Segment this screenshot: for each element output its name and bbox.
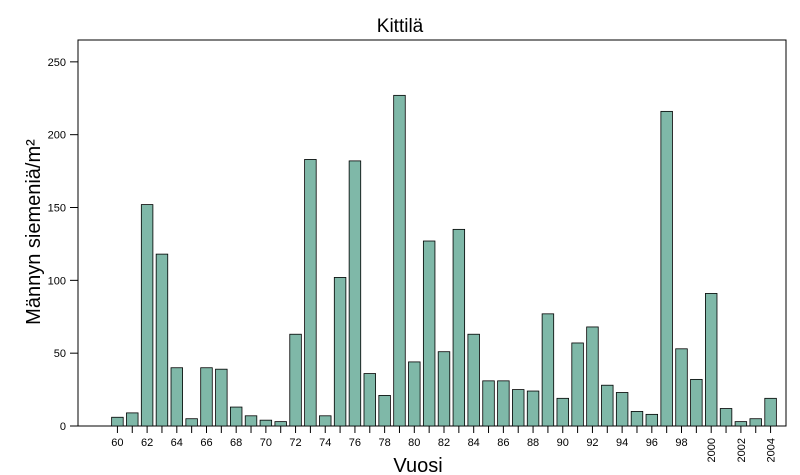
bar [601, 384, 614, 427]
bar [437, 351, 451, 427]
bar [690, 378, 703, 427]
x-tick-label: 88 [527, 437, 539, 449]
x-tick-label: 74 [319, 437, 331, 449]
y-tick-label: 100 [48, 275, 66, 287]
bar [512, 389, 525, 427]
x-tick-label: 98 [675, 437, 687, 449]
y-tick-label: 250 [48, 57, 66, 69]
x-axis-label: Vuosi [393, 455, 442, 475]
y-tick-label: 50 [54, 348, 66, 360]
bar [378, 395, 391, 427]
bar [348, 160, 362, 427]
x-tick-label: 62 [141, 437, 153, 449]
bar [482, 380, 495, 427]
bar [155, 253, 169, 427]
bar [126, 412, 139, 427]
bar [333, 277, 347, 427]
bar [541, 313, 555, 427]
bar [200, 367, 213, 427]
y-tick-label: 0 [60, 421, 66, 433]
y-axis: 0 50 100 150 200 250 [48, 57, 78, 433]
x-tick-label: 66 [200, 437, 212, 449]
x-tick-label: 86 [497, 437, 509, 449]
bar [734, 421, 748, 427]
bar [526, 390, 540, 427]
bar [170, 367, 183, 427]
bar [749, 418, 762, 427]
bar [615, 392, 629, 427]
bar [422, 240, 436, 427]
x-tick-label: 96 [646, 437, 658, 449]
bar [556, 397, 569, 427]
bar [215, 368, 228, 427]
y-axis-label: Männyn siemeniä/m² [23, 139, 45, 325]
bar [660, 110, 673, 427]
x-tick-label: 70 [260, 437, 272, 449]
y-tick-label: 200 [48, 130, 66, 142]
bar [764, 397, 777, 427]
bar [630, 411, 644, 427]
bars [111, 94, 777, 427]
x-tick-label: 90 [557, 437, 569, 449]
bar [645, 413, 659, 427]
bar [497, 380, 510, 427]
bar [140, 204, 154, 427]
x-tick-label: 2004 [766, 438, 778, 462]
x-tick-label: 80 [408, 437, 420, 449]
bar [467, 333, 480, 427]
bar [319, 415, 332, 427]
x-tick-label: 64 [171, 437, 183, 449]
bar [705, 293, 718, 427]
bar [244, 415, 258, 427]
x-tick-label: 76 [349, 437, 361, 449]
x-tick-label: 78 [378, 437, 390, 449]
bar [111, 416, 124, 427]
bar [393, 94, 406, 427]
bar [408, 361, 421, 427]
bar [452, 228, 466, 427]
x-tick-label: 60 [111, 437, 123, 449]
bar [304, 159, 317, 427]
chart-title: Kittilä [377, 16, 424, 37]
bar [185, 418, 198, 427]
bar [229, 406, 243, 427]
bar [259, 419, 273, 427]
x-tick-label: 84 [468, 437, 480, 449]
x-axis: 60 62 64 66 68 70 72 74 76 78 80 82 84 86 88 90 92 94 96 98… [111, 426, 778, 462]
x-tick-label: 2002 [736, 438, 748, 462]
x-tick-label: 82 [438, 437, 450, 449]
x-tick-label: 72 [289, 437, 301, 449]
y-tick-label: 150 [48, 203, 66, 215]
bar [363, 373, 376, 427]
x-tick-label: 94 [616, 437, 628, 449]
bar [586, 326, 599, 427]
x-tick-label: 68 [230, 437, 242, 449]
x-tick-label: 2000 [706, 438, 718, 462]
bar [719, 408, 733, 427]
x-tick-label: 92 [586, 437, 598, 449]
bar [274, 421, 287, 427]
bar [675, 348, 688, 427]
bar [289, 333, 302, 427]
bar [571, 342, 584, 427]
